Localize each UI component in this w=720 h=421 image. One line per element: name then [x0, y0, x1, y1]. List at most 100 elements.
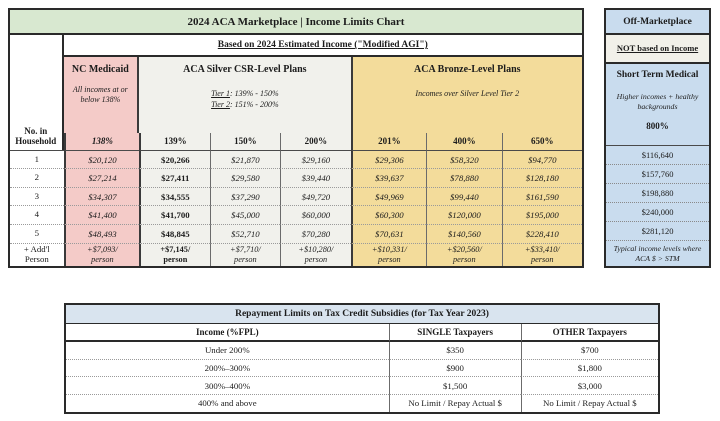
addl-value-cell: +$10,331/person: [350, 242, 427, 266]
repayment-other-cell: $700: [520, 341, 658, 359]
column-header-139: 139%: [139, 133, 210, 150]
value-cell: $49,969: [350, 186, 427, 206]
silver-tier-notes: Tier 1: 139% - 150% Tier 2: 151% - 200%: [211, 89, 279, 111]
row-label: 3: [10, 186, 64, 206]
nc-medicaid-note: All incomes at or below 138%: [72, 84, 128, 105]
group-header-silver-plans: ACA Silver CSR-Level Plans Tier 1: 139% …: [139, 56, 351, 134]
silver-plans-title: ACA Silver CSR-Level Plans: [183, 63, 307, 75]
value-cell: $78,880: [426, 168, 502, 187]
value-cell: $128,180: [501, 168, 582, 187]
column-header-650: 650%: [501, 133, 582, 150]
repayment-limits-table: Repayment Limits on Tax Credit Subsidies…: [64, 303, 660, 414]
value-cell: $20,266: [139, 149, 210, 169]
off-value-cell: $240,000: [606, 202, 709, 221]
column-header-800: 800%: [646, 121, 669, 132]
nc-medicaid-title: NC Medicaid: [71, 63, 129, 75]
value-cell: $21,870: [209, 149, 281, 169]
value-cell: $27,214: [63, 168, 140, 187]
value-cell: $39,440: [280, 168, 351, 187]
value-cell: $140,560: [426, 223, 502, 243]
column-header-150: 150%: [209, 133, 281, 150]
value-cell: $41,400: [63, 205, 140, 224]
addl-value-cell: +$7,093/person: [63, 242, 140, 266]
value-cell: $48,493: [63, 223, 140, 243]
value-cell: $60,000: [280, 205, 351, 224]
chart-title: 2024 ACA Marketplace | Income Limits Cha…: [10, 10, 582, 36]
repayment-income-cell: 300%–400%: [66, 376, 389, 393]
household-column-header: No. in Household: [10, 35, 64, 150]
value-cell: $49,720: [280, 186, 351, 206]
group-header-nc-medicaid: NC Medicaid All incomes at or below 138%: [63, 56, 140, 134]
off-marketplace-title: Off-Marketplace: [606, 10, 709, 35]
tier2-line: Tier 2: 151% - 200%: [211, 99, 279, 109]
repayment-single-cell: $900: [388, 358, 521, 377]
value-cell: $29,160: [280, 149, 351, 169]
value-cell: $41,700: [139, 205, 210, 224]
value-cell: $39,637: [350, 168, 427, 187]
row-label: 1: [10, 149, 64, 169]
value-cell: $60,300: [350, 205, 427, 224]
row-label: 4: [10, 205, 64, 224]
value-cell: $29,306: [350, 149, 427, 169]
column-header-201: 201%: [350, 133, 427, 150]
value-cell: $228,410: [501, 223, 582, 243]
off-value-cell: $116,640: [606, 145, 709, 164]
chart-subtitle: Based on 2024 Estimated Income ("Modifie…: [63, 35, 582, 57]
value-cell: $45,000: [209, 205, 281, 224]
addl-value-cell: +$7,145/person: [139, 242, 210, 266]
repayment-col-header-single: SINGLE Taxpayers: [388, 324, 521, 342]
repayment-col-header-income: Income (%FPL): [66, 324, 389, 342]
addl-value-cell: +$33,410/person: [501, 242, 582, 266]
repayment-col-header-other: OTHER Taxpayers: [520, 324, 658, 342]
column-header-200: 200%: [280, 133, 351, 150]
value-cell: $29,580: [209, 168, 281, 187]
addl-value-cell: +$10,280/person: [280, 242, 351, 266]
short-term-medical-header: Short Term Medical Higher incomes + heal…: [606, 64, 709, 145]
value-cell: $195,000: [501, 205, 582, 224]
value-cell: $120,000: [426, 205, 502, 224]
value-cell: $94,770: [501, 149, 582, 169]
repayment-other-cell: No Limit / Repay Actual $: [520, 393, 658, 412]
repayment-single-cell: $1,500: [388, 376, 521, 394]
addl-person-row-label: + Add'l Person: [10, 242, 64, 266]
value-cell: $52,710: [209, 223, 281, 243]
repayment-single-cell: $350: [388, 341, 521, 359]
off-marketplace-table: Off-Marketplace NOT based on Income Shor…: [604, 8, 711, 268]
short-term-medical-title: Short Term Medical: [616, 70, 699, 80]
value-cell: $34,555: [139, 186, 210, 206]
value-cell: $161,590: [501, 186, 582, 206]
repayment-table-title: Repayment Limits on Tax Credit Subsidies…: [66, 305, 658, 325]
short-term-medical-note: Higher incomes + healthy backgrounds: [616, 92, 699, 112]
value-cell: $70,631: [350, 223, 427, 243]
value-cell: $48,845: [139, 223, 210, 243]
row-label: 5: [10, 223, 64, 243]
column-header-400: 400%: [426, 133, 502, 150]
value-cell: $34,307: [63, 186, 140, 206]
value-cell: $70,280: [280, 223, 351, 243]
repayment-income-cell: 200%–300%: [66, 358, 389, 376]
off-marketplace-footnote: Typical income levels where ACA $ > STM: [606, 240, 709, 266]
bronze-plans-title: ACA Bronze-Level Plans: [414, 63, 521, 75]
tier1-line: Tier 1: 139% - 150%: [211, 88, 279, 98]
repayment-income-cell: 400% and above: [66, 393, 389, 412]
off-marketplace-subtitle: NOT based on Income: [606, 35, 709, 64]
column-header-138: 138%: [63, 133, 140, 150]
repayment-income-cell: Under 200%: [204, 345, 250, 356]
value-cell: $58,320: [426, 149, 502, 169]
row-label: 2: [10, 168, 64, 187]
repayment-single-cell: No Limit / Repay Actual $: [388, 393, 521, 412]
value-cell: $37,290: [209, 186, 281, 206]
repayment-other-cell: $1,800: [520, 358, 658, 377]
off-value-cell: $198,880: [606, 183, 709, 202]
value-cell: $99,440: [426, 186, 502, 206]
addl-value-cell: +$7,710/person: [209, 242, 281, 266]
bronze-plans-note: Incomes over Silver Level Tier 2: [415, 88, 520, 98]
off-value-cell: $281,120: [606, 221, 709, 240]
addl-value-cell: +$20,560/person: [426, 242, 502, 266]
value-cell: $20,120: [63, 149, 140, 169]
income-limits-table: 2024 ACA Marketplace | Income Limits Cha…: [8, 8, 584, 268]
off-value-cell: $157,760: [606, 164, 709, 183]
repayment-other-cell: $3,000: [520, 376, 658, 394]
value-cell: $27,411: [139, 168, 210, 187]
